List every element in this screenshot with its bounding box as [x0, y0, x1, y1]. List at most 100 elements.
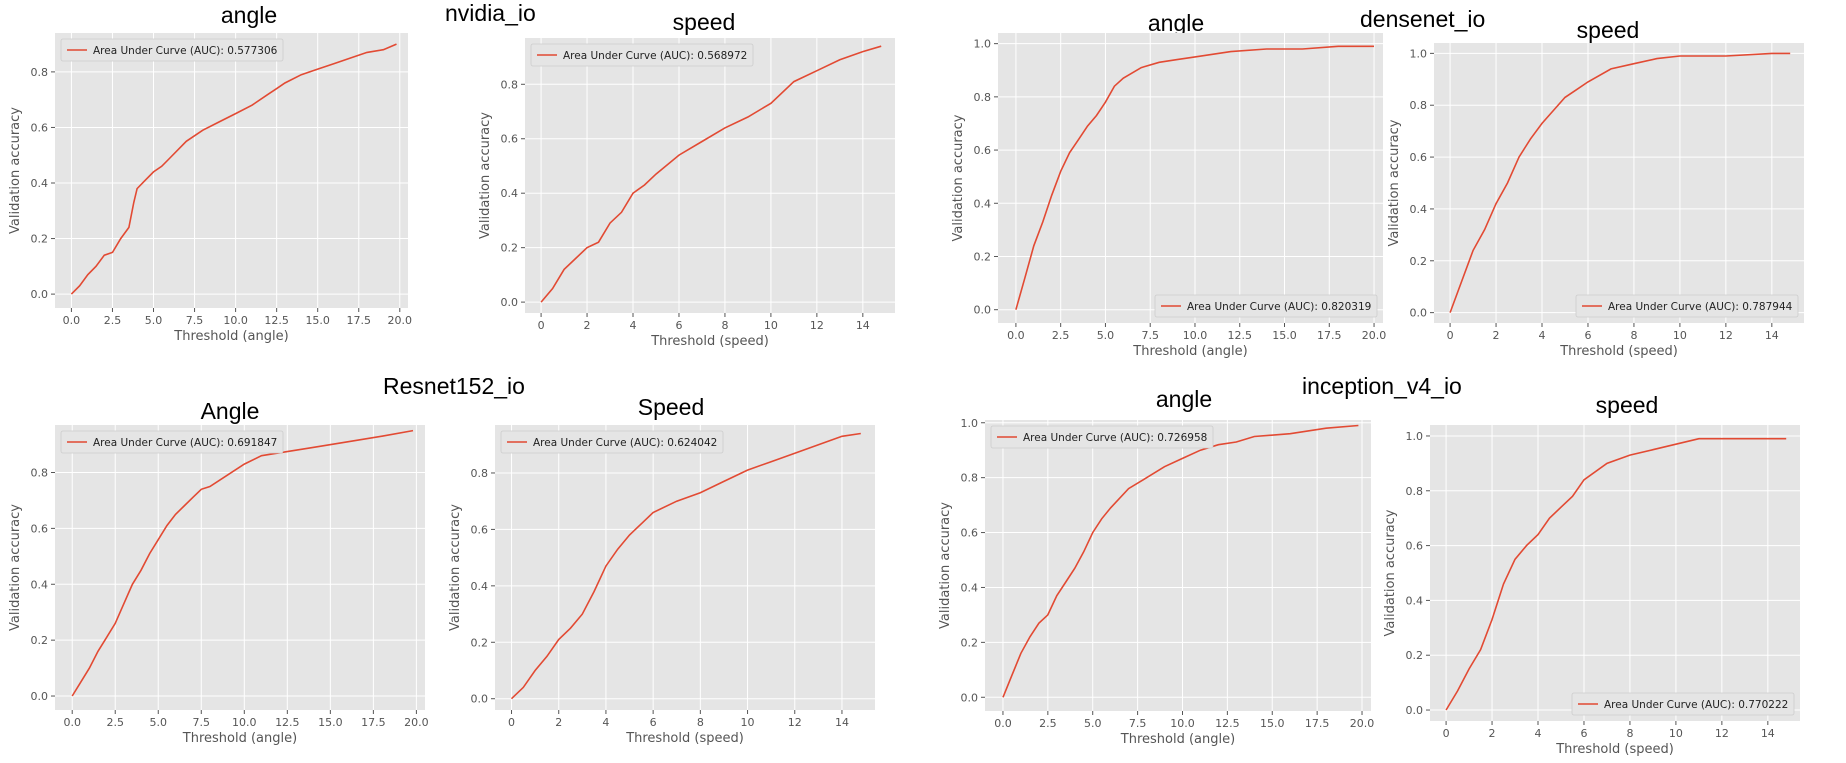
- legend-box: [60, 38, 284, 62]
- plot-area: [1434, 43, 1804, 323]
- chart-title-nvidia-angle: angle: [220, 2, 278, 28]
- x-tick-label: 6: [650, 716, 657, 729]
- y-tick-label: 0.4: [471, 580, 489, 593]
- x-tick-label: 8: [1626, 727, 1633, 740]
- chart-resnet-angle: 0.0 2.5 5.0 7.5 10.0 12.5 15.0 17.5 20.0 0.0 0.2 0.…: [8, 425, 429, 746]
- x-tick-label: 14: [856, 319, 870, 332]
- y-tick-label: 0.6: [1410, 151, 1428, 164]
- legend-label: Area Under Curve (AUC): 0.787944: [1608, 301, 1793, 313]
- y-axis-label: Validation accuracy: [8, 504, 23, 631]
- chart-title-resnet-angle: Angle: [200, 398, 260, 424]
- y-tick-label: 0.0: [31, 288, 49, 301]
- y-tick-label: 0.2: [31, 233, 49, 246]
- x-tick-label: 20.0: [1362, 329, 1387, 342]
- x-tick-label: 0: [1447, 329, 1454, 342]
- x-tick-label: 4: [1535, 727, 1542, 740]
- chart-title-resnet-speed: Speed: [637, 394, 705, 420]
- legend-label: Area Under Curve (AUC): 0.568972: [563, 50, 747, 62]
- x-tick-label: 4: [1539, 329, 1546, 342]
- x-tick-label: 4: [602, 716, 609, 729]
- x-tick-label: 12.5: [1227, 329, 1252, 342]
- legend-label: Area Under Curve (AUC): 0.770222: [1604, 699, 1788, 711]
- x-tick-label: 17.5: [1317, 329, 1342, 342]
- chart-title-inception-speed: speed: [1595, 392, 1659, 418]
- y-axis-label: Validation accuracy: [951, 114, 966, 241]
- y-tick-label: 0.8: [471, 467, 489, 480]
- legend-box: [530, 43, 754, 67]
- y-tick-label: 0.6: [31, 121, 49, 134]
- y-tick-label: 0.2: [974, 250, 992, 263]
- x-tick-label: 0: [508, 716, 515, 729]
- x-tick-label: 8: [1630, 329, 1637, 342]
- x-tick-label: 20.0: [404, 716, 429, 729]
- y-tick-label: 0.0: [1406, 704, 1424, 717]
- plot-area: [55, 33, 408, 308]
- x-tick-label: 7.5: [1141, 329, 1159, 342]
- x-tick-label: 2: [584, 319, 591, 332]
- y-tick-label: 0.0: [974, 304, 992, 317]
- x-tick-label: 10: [764, 319, 778, 332]
- x-tick-label: 2.5: [1039, 717, 1057, 730]
- x-tick-label: 4: [630, 319, 637, 332]
- x-axis-label: Threshold (speed): [1559, 344, 1678, 359]
- x-tick-label: 0: [538, 319, 545, 332]
- x-axis-label: Threshold (angle): [182, 731, 297, 746]
- y-tick-label: 0.8: [1410, 99, 1428, 112]
- y-tick-label: 0.2: [1410, 255, 1428, 268]
- y-tick-label: 0.6: [31, 522, 49, 535]
- chart-nvidia-speed: 0 2 4 6 8 10 12 14 0.0 0.2 0.4 0.6 0.8 Threshold (spe…: [478, 38, 895, 349]
- y-tick-label: 0.4: [961, 581, 979, 594]
- x-tick-label: 2.5: [106, 716, 124, 729]
- y-tick-label: 0.0: [961, 691, 979, 704]
- y-tick-label: 0.6: [471, 523, 489, 536]
- plot-area: [1430, 425, 1800, 721]
- y-axis-label: Validation accuracy: [1383, 509, 1398, 636]
- x-tick-label: 0: [1443, 727, 1450, 740]
- legend-box: [60, 430, 284, 454]
- y-tick-label: 0.8: [31, 467, 49, 480]
- y-tick-label: 0.4: [1406, 594, 1424, 607]
- plot-area: [985, 420, 1371, 711]
- x-tick-label: 5.0: [1084, 717, 1102, 730]
- chart-inception-speed: 0 2 4 6 8 10 12 14 0.0 0.2 0.4 0.6 0.8 1.0 Threshold (…: [1383, 425, 1800, 757]
- x-tick-label: 0.0: [1007, 329, 1025, 342]
- chart-densenet-speed: 0 2 4 6 8 10 12 14 0.0 0.2 0.4 0.6 0.8 1.0 Threshold (…: [1387, 43, 1804, 359]
- x-tick-label: 2: [1489, 727, 1496, 740]
- x-tick-label: 12: [1715, 727, 1729, 740]
- y-tick-label: 1.0: [1406, 430, 1424, 443]
- y-tick-label: 0.2: [471, 636, 489, 649]
- plot-area: [525, 38, 895, 313]
- x-tick-label: 17.5: [1305, 717, 1330, 730]
- x-tick-label: 17.5: [361, 716, 386, 729]
- x-axis-label: Threshold (speed): [1555, 742, 1674, 757]
- legend-label: Area Under Curve (AUC): 0.691847: [93, 437, 277, 449]
- x-tick-label: 5.0: [1097, 329, 1115, 342]
- x-axis-label: Threshold (speed): [625, 731, 744, 746]
- x-tick-label: 0.0: [63, 314, 81, 327]
- y-tick-label: 0.0: [501, 296, 519, 309]
- x-tick-label: 0.0: [63, 716, 81, 729]
- y-tick-label: 0.6: [961, 527, 979, 540]
- chart-title-densenet-angle: angle: [1147, 10, 1205, 36]
- x-tick-label: 6: [1580, 727, 1587, 740]
- x-tick-label: 10.0: [223, 314, 248, 327]
- plot-area: [998, 33, 1383, 323]
- x-tick-label: 2: [555, 716, 562, 729]
- x-tick-label: 12: [810, 319, 824, 332]
- y-tick-label: 0.0: [471, 693, 489, 706]
- x-tick-label: 8: [721, 319, 728, 332]
- x-tick-label: 7.5: [186, 314, 204, 327]
- y-tick-label: 1.0: [961, 417, 979, 430]
- x-tick-label: 2: [1493, 329, 1500, 342]
- y-tick-label: 1.0: [974, 38, 992, 51]
- x-tick-label: 12: [1719, 329, 1733, 342]
- y-tick-label: 0.6: [974, 144, 992, 157]
- chart-resnet-speed: 0 2 4 6 8 10 12 14 0.0 0.2 0.4 0.6 0.8 Threshold (spe…: [448, 425, 875, 746]
- legend-box: [1575, 294, 1799, 318]
- legend-box: [500, 430, 724, 454]
- x-tick-label: 8: [697, 716, 704, 729]
- x-tick-label: 17.5: [346, 314, 371, 327]
- y-axis-label: Validation accuracy: [478, 112, 493, 239]
- x-axis-label: Threshold (angle): [1120, 732, 1235, 747]
- x-tick-label: 14: [835, 716, 849, 729]
